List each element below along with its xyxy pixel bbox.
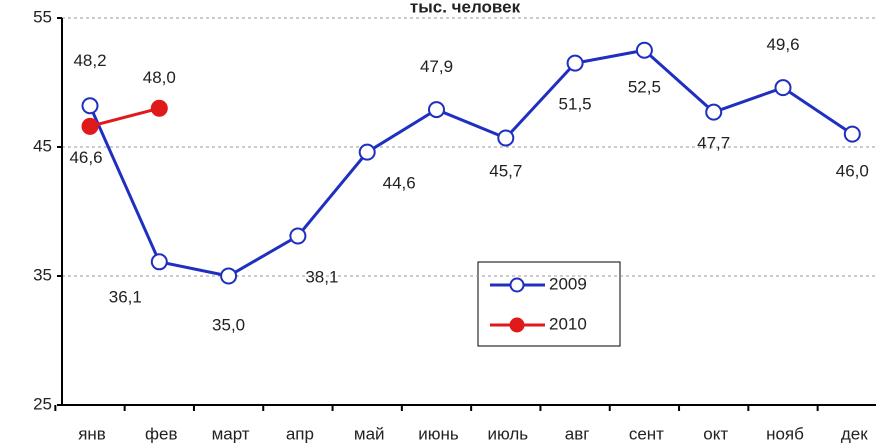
point (150, 253, 168, 271)
point (358, 143, 376, 161)
series-line (88, 48, 854, 278)
data-label: 52,5 (628, 78, 661, 97)
y-tick-label: 25 (33, 394, 52, 413)
y-tick-label: 35 (33, 265, 52, 284)
data-label: 48,2 (73, 51, 106, 70)
legend-label: 2009 (549, 274, 587, 293)
data-label: 51,5 (559, 95, 592, 114)
x-tick-label: июль (487, 424, 528, 443)
data-label: 44,6 (383, 174, 416, 193)
point (705, 103, 723, 121)
data-label: 46,0 (836, 162, 869, 181)
legend-marker (509, 277, 525, 293)
point (843, 125, 861, 143)
x-tick-label: нояб (766, 424, 804, 443)
x-tick-label: авг (565, 424, 590, 443)
x-tick-label: янв (78, 424, 106, 443)
data-label: 46,6 (69, 148, 102, 167)
data-label: 48,0 (143, 68, 176, 87)
x-tick-label: июнь (418, 424, 459, 443)
point (774, 79, 792, 97)
legend-marker (509, 317, 525, 333)
data-label: 38,1 (305, 267, 338, 286)
legend-label: 2010 (549, 314, 587, 333)
x-tick-label: фев (145, 424, 177, 443)
point (289, 227, 307, 245)
x-tick-label: дек (841, 424, 868, 443)
point (150, 99, 168, 117)
point (635, 41, 653, 59)
x-tick-label: сент (629, 424, 664, 443)
data-label: 49,6 (766, 35, 799, 54)
data-label: 36,1 (109, 287, 142, 306)
y-tick-label: 45 (33, 136, 52, 155)
series-line (89, 106, 160, 128)
data-label: 35,0 (212, 315, 245, 334)
point (220, 267, 238, 285)
x-tick-label: апр (286, 424, 314, 443)
x-tick-label: май (354, 424, 385, 443)
point (497, 129, 515, 147)
x-tick-label: март (212, 424, 250, 443)
data-label: 47,7 (697, 134, 730, 153)
point (428, 101, 445, 119)
y-tick-label: 55 (33, 7, 52, 26)
chart-title: тыс. человек (410, 0, 521, 16)
point (81, 117, 99, 135)
point (566, 54, 584, 72)
x-tick-label: окт (703, 424, 728, 443)
point (81, 97, 99, 115)
data-label: 45,7 (489, 161, 522, 180)
data-label: 47,9 (420, 57, 453, 76)
